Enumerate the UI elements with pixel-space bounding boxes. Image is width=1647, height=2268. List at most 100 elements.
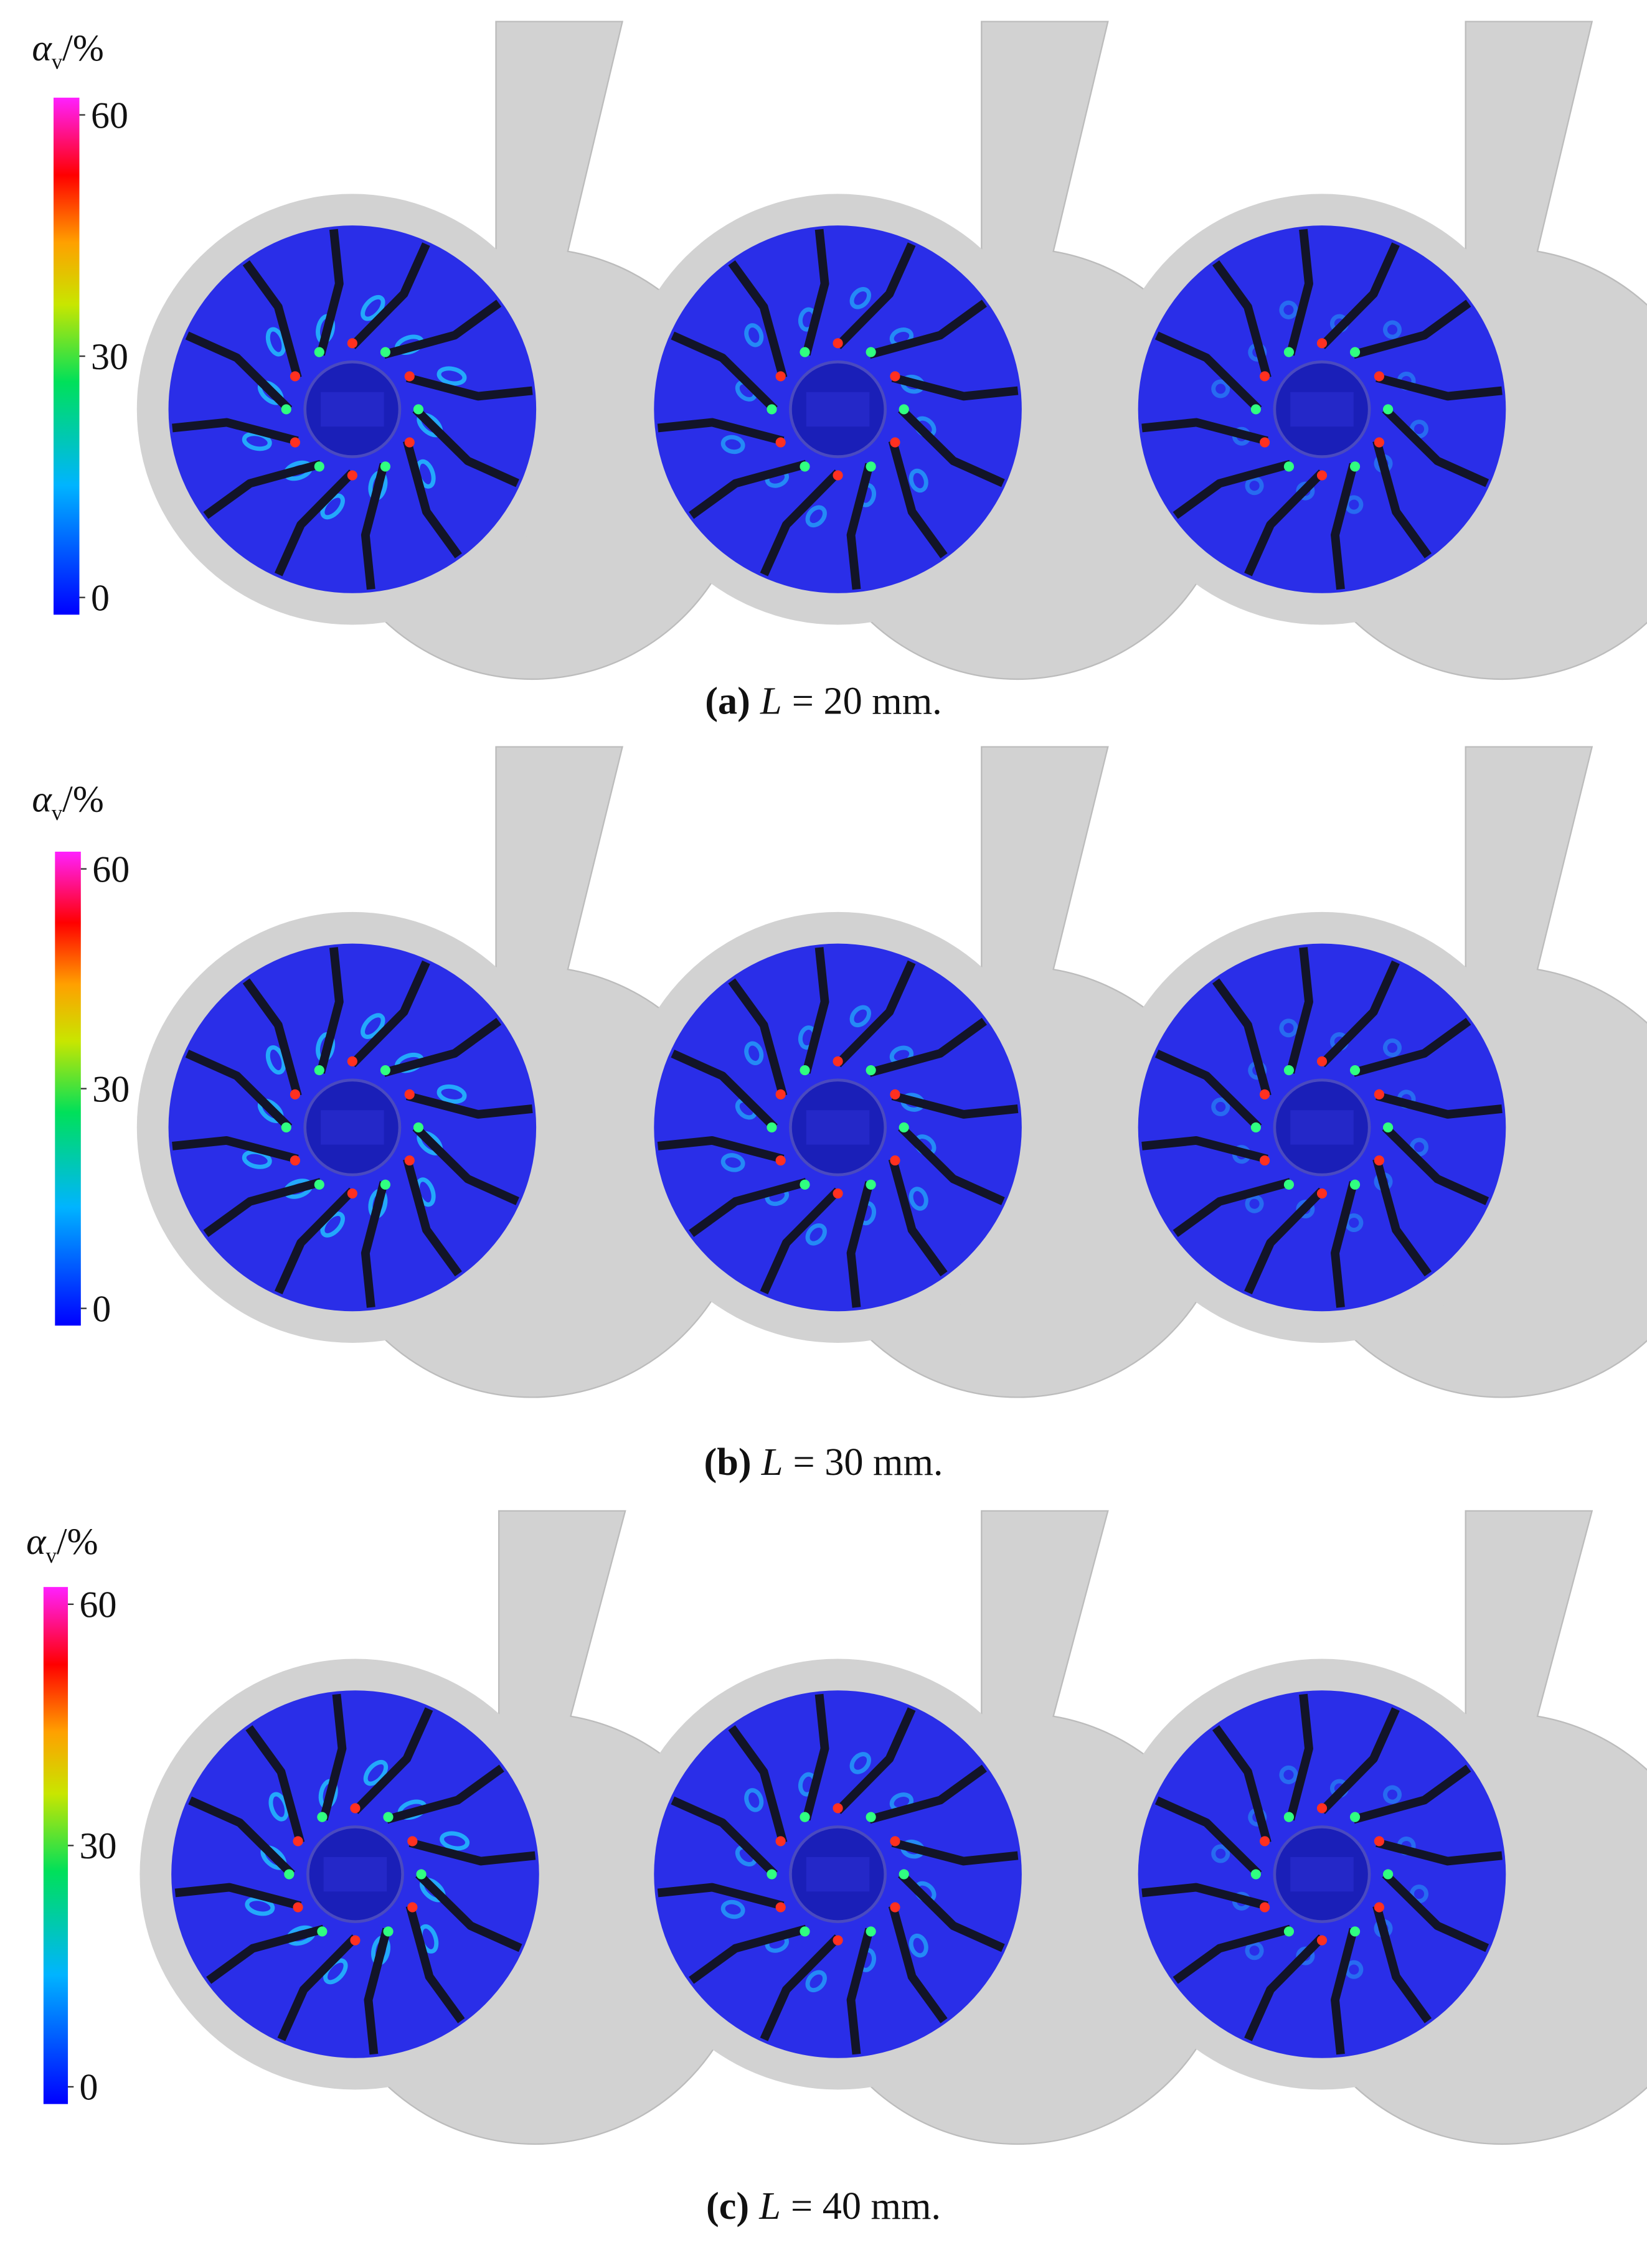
vapor-patch: [849, 1005, 871, 1028]
vapor-patch: [1211, 1844, 1230, 1863]
vapor-patch: [720, 1899, 745, 1919]
blade: [898, 406, 1005, 487]
vapor-spot: [293, 1902, 303, 1913]
colorbar-symbol: α: [26, 1521, 47, 1562]
blade: [352, 1707, 433, 1814]
vapor-spot: [800, 1926, 810, 1937]
vapor-patch: [908, 1187, 928, 1211]
vapor-patch: [1279, 1019, 1298, 1038]
blade: [760, 1934, 841, 2041]
colorbar-label: αv/%: [32, 778, 103, 825]
blade: [412, 406, 519, 487]
blade: [382, 1017, 502, 1077]
vapor-spot: [800, 1065, 810, 1076]
blade: [1376, 374, 1503, 401]
blade: [1286, 228, 1313, 356]
vapor-spot: [1374, 1902, 1384, 1913]
blade: [834, 960, 916, 1068]
blade: [242, 978, 302, 1098]
blade: [671, 331, 778, 413]
blade: [888, 1157, 948, 1277]
vapor-spot: [1260, 371, 1270, 382]
blade: [382, 299, 502, 359]
blade: [802, 947, 829, 1074]
vapor-spot: [890, 437, 900, 448]
vapor-spot: [347, 338, 357, 349]
colorbar-tick-label: 30: [92, 1068, 130, 1109]
colorbar-symbol: α: [32, 778, 52, 819]
vapor-patch: [1383, 320, 1402, 339]
vapor-spot: [775, 437, 786, 448]
colorbar-tick-label: 60: [91, 95, 128, 136]
blade: [846, 1927, 874, 2055]
vapor-spot: [800, 461, 810, 472]
blade: [868, 1764, 987, 1824]
blade: [898, 1871, 1005, 1952]
vapor-patch: [1383, 1038, 1402, 1057]
blade: [188, 1796, 295, 1878]
blade: [1382, 1124, 1489, 1205]
vapor-spot: [775, 371, 786, 382]
blade: [891, 374, 1019, 401]
vapor-spot: [1283, 347, 1295, 357]
blade: [316, 228, 344, 356]
blade: [1372, 1904, 1432, 2023]
blade: [728, 978, 788, 1098]
vapor-spot: [833, 338, 843, 349]
blade: [1352, 299, 1471, 359]
vapor-spot: [767, 404, 777, 415]
blade: [689, 459, 808, 519]
colorbar-tick-label: 30: [91, 336, 128, 377]
vapor-spot: [314, 461, 324, 472]
vapor-patch: [805, 1223, 827, 1246]
vapor-spot: [1260, 1902, 1270, 1913]
blade: [1141, 418, 1268, 445]
vapor-spot: [290, 371, 301, 382]
vapor-spot: [281, 1122, 291, 1132]
blade: [1212, 978, 1272, 1098]
vapor-patch: [720, 1153, 745, 1172]
vapor-spot: [1316, 338, 1328, 349]
vapor-spot: [1283, 461, 1295, 472]
vapor-spot: [800, 347, 810, 357]
blade: [1382, 1871, 1489, 1952]
blade: [1286, 947, 1313, 1074]
vapor-patch: [849, 1752, 871, 1774]
colorbar-subscript: v: [52, 50, 63, 74]
blade: [1173, 1924, 1292, 1984]
vapor-spot: [1250, 1122, 1261, 1132]
blade: [657, 1136, 785, 1164]
blade: [349, 960, 430, 1068]
blade: [1141, 1136, 1268, 1164]
blade: [349, 242, 430, 349]
colorbar-tick-label: 60: [92, 849, 130, 890]
blade: [185, 1050, 293, 1131]
blade: [846, 463, 874, 590]
blade: [657, 418, 785, 445]
vapor-spot: [775, 1836, 786, 1847]
blade: [405, 374, 533, 401]
vapor-spot: [1316, 470, 1328, 481]
blade: [385, 1764, 504, 1824]
blade: [1376, 1838, 1503, 1866]
vapor-patch: [363, 1759, 389, 1786]
vapor-patch: [437, 1084, 467, 1104]
pump: [1106, 746, 1647, 1398]
vapor-patch: [1211, 379, 1230, 398]
colorbar: [55, 851, 81, 1326]
vapor-spot: [899, 1122, 909, 1132]
caption: (c) L = 40 mm.: [706, 2185, 941, 2228]
vapor-spot: [866, 347, 876, 357]
vapor-spot: [767, 1122, 777, 1132]
blade: [274, 469, 356, 576]
blade: [1154, 331, 1262, 413]
blade: [760, 1187, 841, 1295]
blade: [1244, 1934, 1325, 2041]
hub-core: [321, 392, 384, 427]
vapor-spot: [350, 1803, 361, 1814]
blade: [1376, 1091, 1503, 1119]
vapor-spot: [284, 1869, 295, 1880]
blade: [891, 1838, 1019, 1866]
vapor-spot: [1349, 461, 1361, 472]
